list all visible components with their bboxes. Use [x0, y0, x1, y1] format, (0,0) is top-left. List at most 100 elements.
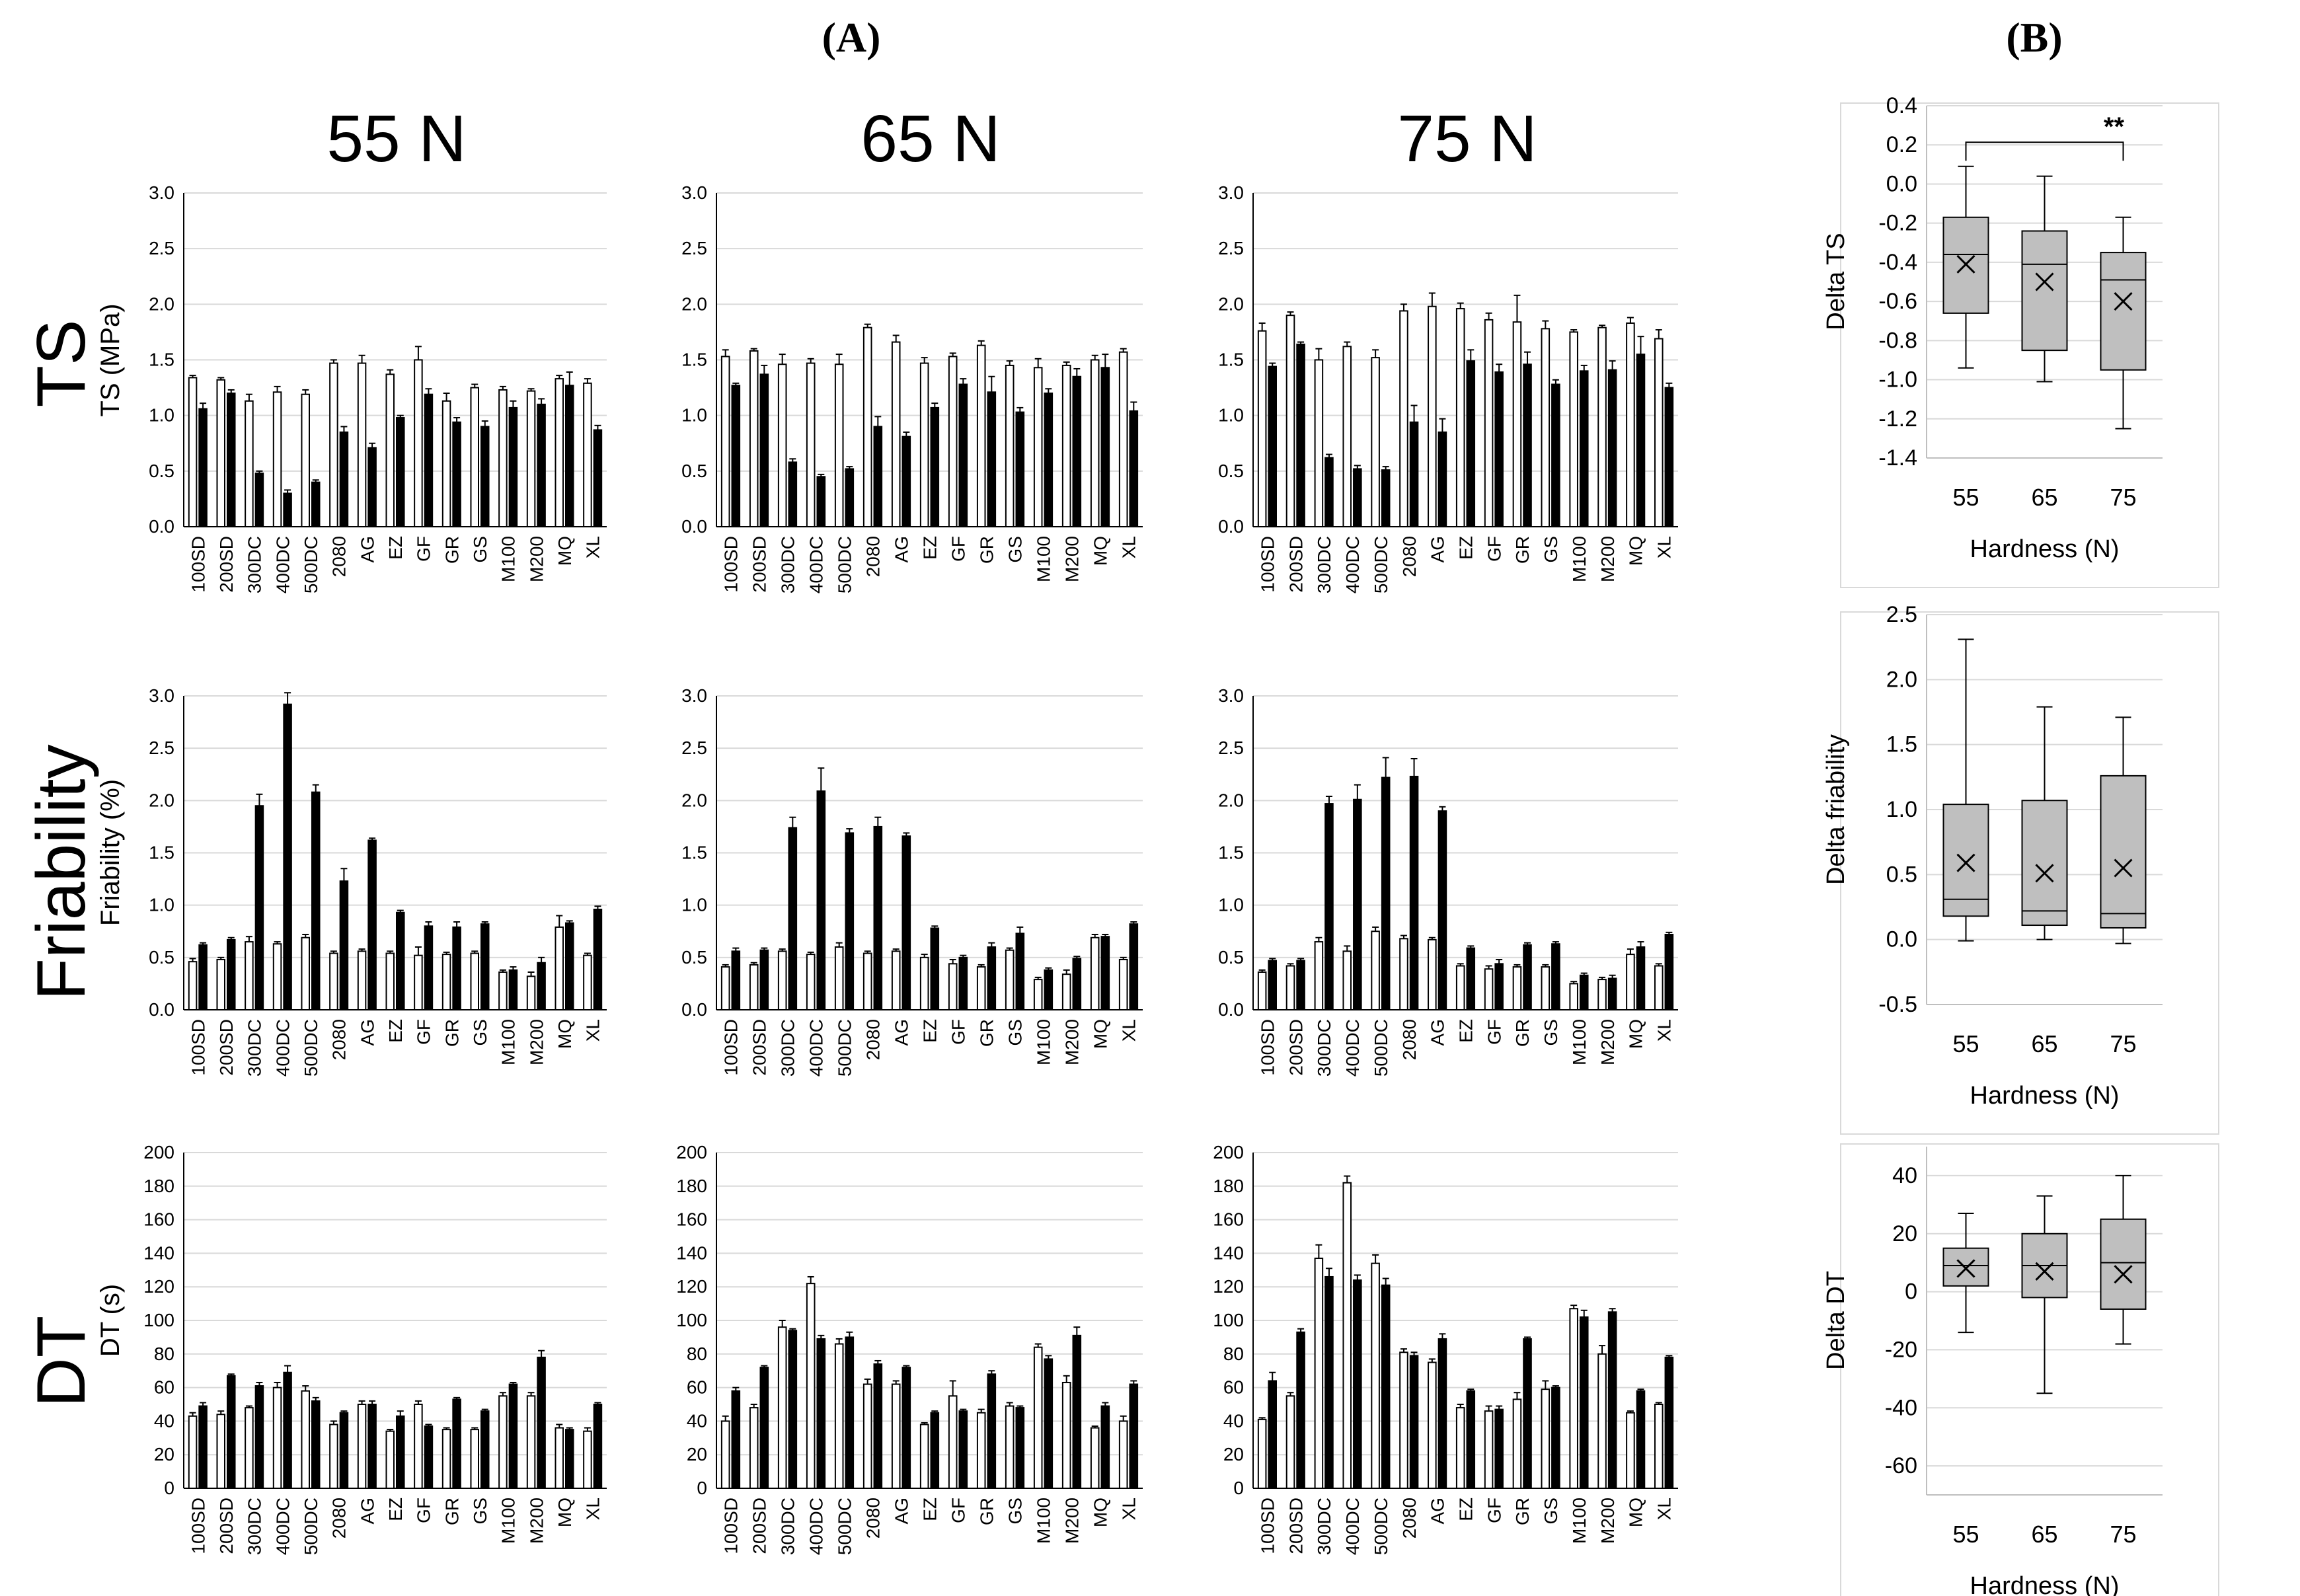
x-tick-label: MQ [1626, 536, 1646, 566]
x-tick-label: AG [357, 1498, 377, 1524]
bar-white [720, 356, 730, 527]
bar-black [1324, 803, 1334, 1011]
bar-black [1664, 1356, 1674, 1489]
y-tick-label: 1.5 [1218, 350, 1244, 370]
bar-black [1268, 960, 1278, 1011]
bar-black [593, 909, 603, 1010]
x-tick-label: M100 [498, 536, 519, 582]
bar-black [452, 421, 461, 527]
bar-white [498, 1395, 508, 1490]
bar-white [1061, 973, 1071, 1010]
x-tick-label: 300DC [245, 536, 265, 593]
y-tick-label: -0.6 [1878, 289, 1917, 314]
bar-black [1296, 343, 1305, 528]
y-tick-label: 1.5 [1218, 843, 1244, 863]
x-tick-label: XL [583, 1019, 603, 1042]
bar-white [749, 1407, 759, 1490]
y-tick-label: 60 [154, 1377, 174, 1398]
x-tick-label: M100 [1034, 1498, 1054, 1544]
y-axis-title: Delta DT [1822, 1271, 1850, 1370]
y-tick-label: 0.5 [1218, 461, 1244, 481]
x-tick-label: M100 [1569, 1498, 1590, 1544]
chart-frame [1840, 611, 2219, 1135]
bar-black [958, 383, 968, 527]
bar-white [1090, 359, 1100, 527]
bar-black [254, 473, 264, 528]
y-tick-label: 2.5 [1218, 738, 1244, 758]
x-tick-label: 75 [2110, 1521, 2136, 1548]
y-tick-label: 2.5 [681, 738, 707, 758]
bar-white [385, 952, 395, 1010]
x-tick-label: 75 [2110, 1030, 2136, 1057]
bar-white [1005, 949, 1015, 1010]
x-tick-label: EZ [1456, 1019, 1476, 1043]
x-tick-label: MQ [1626, 1498, 1646, 1527]
bar-white [1399, 938, 1408, 1011]
bar-black [1353, 1279, 1362, 1490]
bar-white [1484, 1410, 1494, 1489]
bar-black [987, 946, 997, 1010]
y-tick-label: 2.5 [149, 738, 174, 758]
x-tick-label: EZ [385, 536, 406, 560]
mean-marker [1956, 254, 1975, 274]
bar-white [720, 966, 730, 1011]
x-tick-label: 100SD [721, 536, 742, 593]
x-tick-label: 100SD [188, 1498, 208, 1554]
y-tick-label: 0.0 [681, 999, 707, 1020]
x-tick-label: 65 [2031, 1521, 2057, 1548]
x-tick-label: 2080 [329, 1019, 350, 1060]
bar-white [891, 950, 901, 1011]
x-tick-label: 500DC [301, 1498, 321, 1555]
column-title-75n: 75 N [1397, 102, 1537, 176]
bar-black [987, 391, 997, 527]
y-tick-label: 160 [143, 1209, 174, 1230]
bar-white [526, 975, 536, 1011]
bar-black [1579, 974, 1589, 1010]
bar-black [480, 923, 490, 1010]
bar-white [357, 950, 367, 1011]
bar-black [254, 1385, 264, 1490]
x-tick-label: M200 [1597, 536, 1618, 582]
bar-black [1466, 1390, 1476, 1489]
bar-white [1371, 357, 1380, 528]
chart-fr_75: 0.0 0.5 1.0 1.5 2.0 2.5 3.0 100SD 200SD 300DC 400D… [1218, 685, 1678, 1077]
bar-black [873, 426, 883, 527]
x-tick-label: EZ [920, 1019, 940, 1043]
y-tick-label: -0.8 [1878, 328, 1917, 353]
y-tick-label: 0.5 [149, 461, 174, 481]
x-tick-label: 400DC [1342, 1019, 1363, 1077]
x-tick-label: 200SD [1285, 1498, 1306, 1554]
y-tick-label: 180 [143, 1176, 174, 1196]
chart-ts_65: 0.0 0.5 1.0 1.5 2.0 2.5 3.0 100SD 200SD 300DC 400D… [681, 182, 1143, 593]
bar-black [367, 839, 377, 1010]
y-tick-label: 200 [676, 1142, 707, 1162]
box [1942, 1247, 1989, 1287]
bar-white [1399, 310, 1408, 527]
chart-fr_65: 0.0 0.5 1.0 1.5 2.0 2.5 3.0 100SD 200SD 300DC 400D… [681, 685, 1143, 1077]
bar-white [1285, 315, 1295, 527]
x-tick-label: GF [948, 1498, 969, 1523]
x-tick-label: EZ [385, 1498, 406, 1521]
y-tick-label: 20 [1223, 1444, 1244, 1464]
mean-marker [1956, 1259, 1975, 1278]
bar-white [245, 1407, 254, 1490]
bar-white [1654, 338, 1664, 527]
x-tick-label: GR [977, 1019, 997, 1047]
bar-black [508, 969, 518, 1011]
bar-black [1607, 977, 1617, 1010]
x-tick-label: 2080 [863, 1019, 884, 1060]
bar-black [873, 1363, 883, 1490]
x-axis-title: Hardness (N) [1970, 1082, 2120, 1110]
bar-black [759, 1367, 769, 1490]
bar-black [1129, 410, 1139, 528]
x-tick-label: 500DC [1371, 536, 1391, 593]
bar-black [1636, 1390, 1646, 1489]
y-tick-label: 1.0 [681, 895, 707, 915]
bar-black [873, 825, 883, 1010]
x-tick-label: GS [470, 1019, 490, 1045]
bar-black [1438, 431, 1447, 528]
y-tick-label: 0.0 [149, 516, 174, 537]
bar-black [816, 1338, 826, 1489]
x-tick-label: 400DC [806, 1498, 827, 1555]
y-tick-label: 0.0 [1886, 171, 1917, 196]
